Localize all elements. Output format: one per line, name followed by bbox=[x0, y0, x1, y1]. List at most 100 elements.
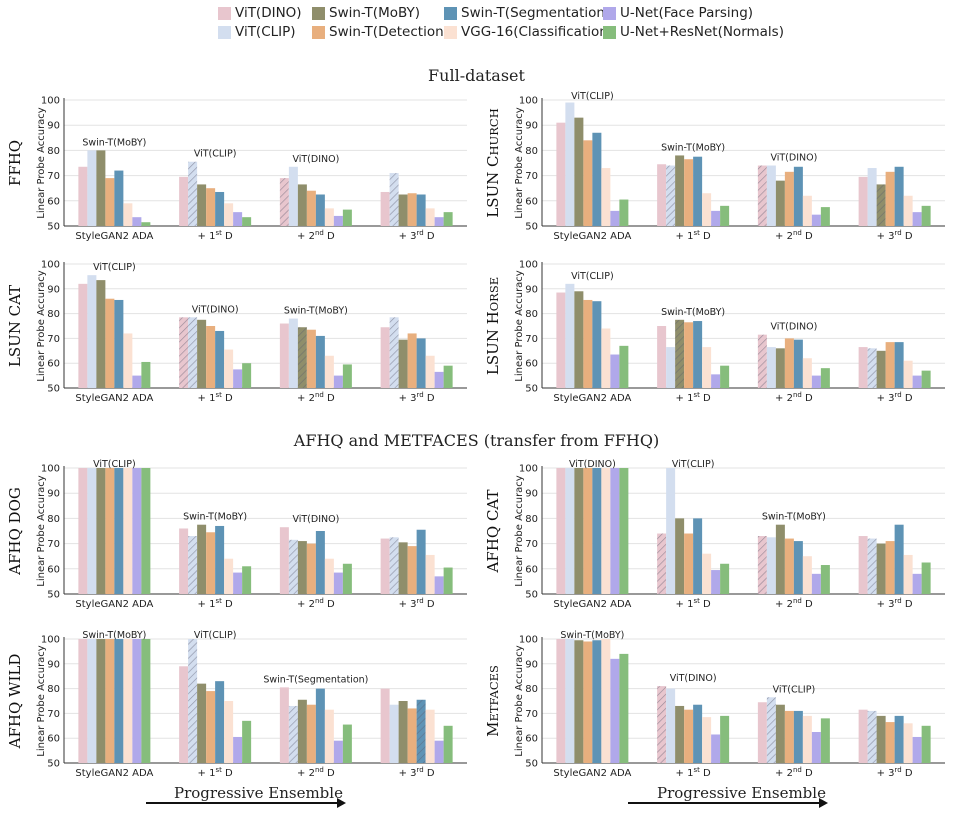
chart-panel-ffhq: 50 60 70 80 90 100 Linear Probe Accuracy FFHQ St… bbox=[0, 88, 475, 250]
bar bbox=[78, 283, 88, 388]
y-tick-label: 80 bbox=[525, 514, 538, 525]
bar bbox=[434, 371, 444, 388]
category-label: StyleGAN2 ADA bbox=[75, 768, 153, 779]
bar bbox=[556, 122, 566, 226]
bar bbox=[96, 639, 106, 763]
bar bbox=[105, 298, 115, 388]
bar bbox=[288, 539, 298, 594]
bar bbox=[380, 191, 390, 226]
bar bbox=[775, 524, 785, 594]
bar bbox=[885, 722, 895, 763]
y-tick-label: 50 bbox=[47, 590, 60, 601]
bar bbox=[583, 641, 593, 763]
bar bbox=[912, 375, 922, 388]
bar bbox=[233, 572, 243, 594]
legend-swatch bbox=[218, 25, 231, 39]
y-tick-label: 100 bbox=[519, 96, 538, 107]
bar bbox=[666, 165, 676, 226]
bar bbox=[179, 176, 189, 226]
bar bbox=[333, 375, 343, 388]
bar bbox=[820, 565, 830, 594]
legend-item: Swin-T(Segmentation) bbox=[444, 4, 610, 22]
bar bbox=[132, 639, 142, 763]
bar bbox=[78, 468, 88, 594]
bar bbox=[114, 639, 124, 763]
y-tick-label: 50 bbox=[525, 222, 538, 233]
bar bbox=[610, 658, 620, 763]
y-tick-label: 90 bbox=[525, 284, 538, 295]
legend: ViT(DINO) ViT(CLIP) Swin-T(MoBY) Swin-T(Det… bbox=[0, 0, 953, 50]
legend-swatch bbox=[218, 6, 231, 20]
bar bbox=[416, 699, 426, 763]
progressive-ensemble-arrow-left bbox=[146, 798, 346, 808]
bar bbox=[775, 704, 785, 763]
bar bbox=[380, 327, 390, 388]
bar bbox=[675, 518, 685, 594]
bar bbox=[583, 468, 593, 594]
bar bbox=[601, 168, 611, 226]
bar bbox=[867, 348, 877, 388]
category-label: + 1st D bbox=[676, 229, 712, 242]
chart-panel-lsun-horse: 50 60 70 80 90 100 Linear Probe Accuracy LSUN H… bbox=[478, 252, 953, 412]
bar-annotation: ViT(CLIP) bbox=[773, 684, 816, 695]
category-label: StyleGAN2 ADA bbox=[553, 393, 631, 404]
bar bbox=[711, 374, 721, 388]
bar bbox=[425, 355, 435, 388]
category-label: + 1st D bbox=[676, 597, 712, 610]
bar bbox=[315, 688, 325, 763]
bar bbox=[903, 195, 913, 226]
category-label: StyleGAN2 ADA bbox=[553, 599, 631, 610]
bar bbox=[657, 686, 667, 763]
bar bbox=[876, 543, 886, 594]
y-tick-label: 70 bbox=[47, 334, 60, 345]
bar bbox=[306, 190, 316, 226]
bar bbox=[443, 365, 453, 388]
bar bbox=[766, 697, 776, 763]
bar bbox=[793, 339, 803, 388]
bar bbox=[610, 354, 620, 388]
y-tick-label: 60 bbox=[525, 564, 538, 575]
bar bbox=[574, 117, 584, 226]
legend-swatch bbox=[312, 6, 325, 20]
y-tick-label: 80 bbox=[47, 514, 60, 525]
bar bbox=[894, 342, 904, 388]
bar bbox=[197, 683, 207, 763]
bar bbox=[684, 159, 694, 226]
bar bbox=[894, 715, 904, 763]
bar bbox=[867, 538, 877, 594]
y-tick-label: 70 bbox=[47, 171, 60, 182]
bar bbox=[811, 375, 821, 388]
bar bbox=[675, 155, 685, 226]
y-tick-label: 80 bbox=[525, 309, 538, 320]
bar bbox=[610, 210, 620, 226]
bar bbox=[87, 639, 97, 763]
y-tick-label: 50 bbox=[47, 222, 60, 233]
bar bbox=[793, 710, 803, 763]
bar bbox=[867, 710, 877, 763]
bar bbox=[802, 195, 812, 226]
bar bbox=[666, 468, 676, 594]
bar bbox=[921, 370, 931, 388]
bar bbox=[315, 194, 325, 226]
bar bbox=[443, 212, 453, 226]
bar bbox=[784, 338, 794, 388]
category-label: + 3rd D bbox=[399, 391, 435, 404]
bar bbox=[675, 705, 685, 763]
bar-annotation: Swin-T(MoBY) bbox=[183, 512, 247, 523]
bar bbox=[757, 165, 767, 226]
bar bbox=[784, 538, 794, 594]
category-label: + 2nd D bbox=[775, 391, 813, 404]
y-tick-label: 90 bbox=[47, 489, 60, 500]
bar bbox=[123, 333, 133, 388]
legend-label: U-Net+ResNet(Normals) bbox=[620, 24, 784, 40]
bar bbox=[802, 556, 812, 594]
bar bbox=[306, 704, 316, 763]
y-tick-label: 70 bbox=[525, 709, 538, 720]
y-tick-label: 100 bbox=[519, 635, 538, 646]
bar bbox=[416, 529, 426, 594]
y-tick-label: 50 bbox=[525, 759, 538, 770]
bar bbox=[619, 468, 629, 594]
